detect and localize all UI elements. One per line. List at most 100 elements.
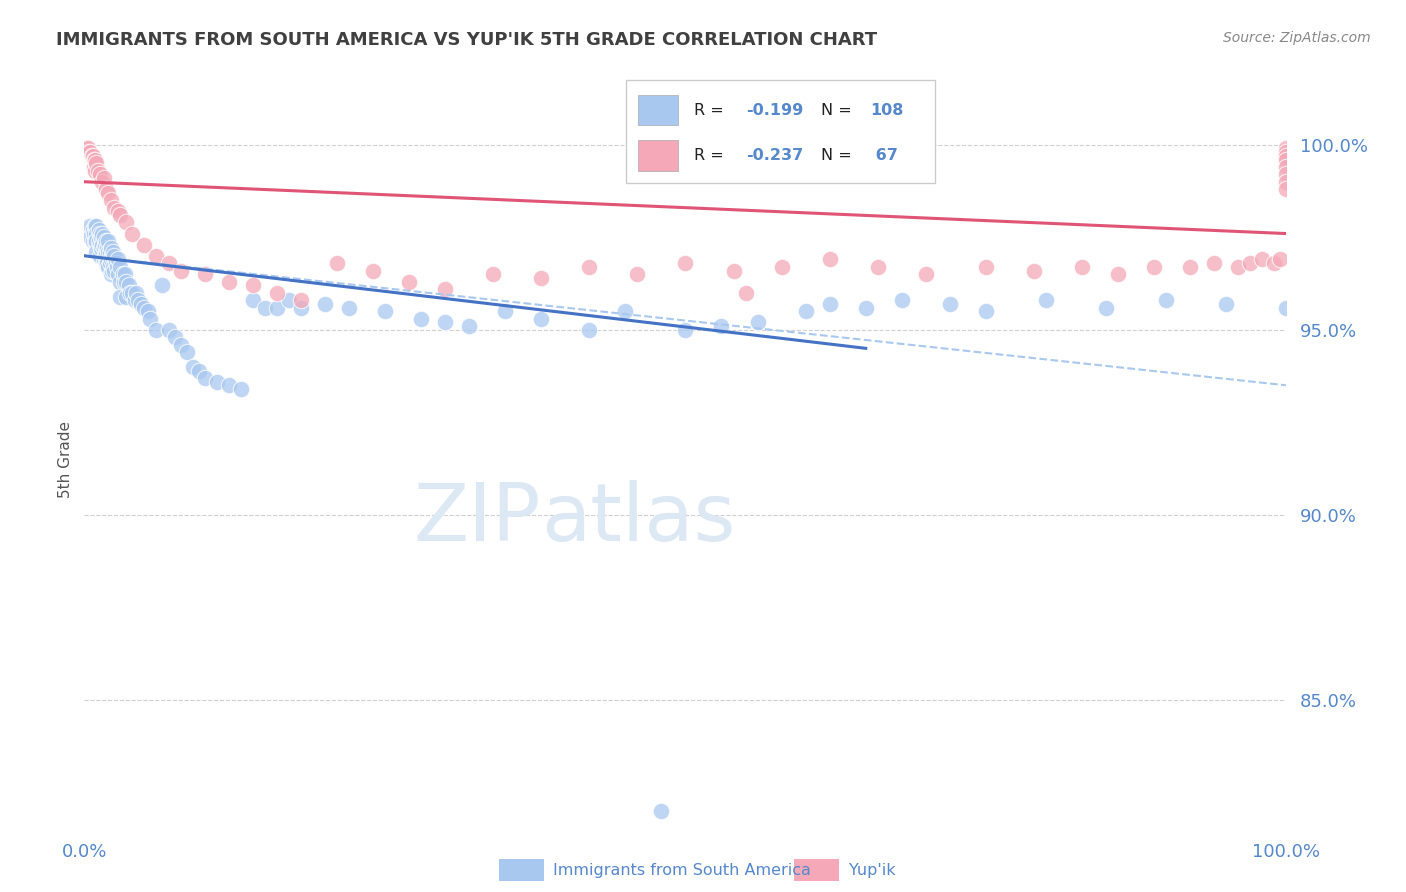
Point xyxy=(974,260,997,274)
Point xyxy=(855,301,877,315)
Point xyxy=(242,278,264,293)
Point xyxy=(112,275,135,289)
Point xyxy=(97,260,120,274)
Point xyxy=(337,301,360,315)
Point xyxy=(1263,256,1285,270)
Text: N =: N = xyxy=(821,148,856,162)
Point xyxy=(104,256,127,270)
FancyBboxPatch shape xyxy=(638,140,678,170)
Point xyxy=(770,260,793,274)
Point xyxy=(89,167,111,181)
Point xyxy=(94,249,117,263)
Point xyxy=(87,223,110,237)
Point xyxy=(105,260,128,274)
Point xyxy=(136,304,159,318)
Point xyxy=(205,375,228,389)
Point xyxy=(1251,252,1274,267)
Point xyxy=(1107,267,1129,281)
Point xyxy=(650,804,672,818)
Point xyxy=(91,227,114,241)
Point xyxy=(1275,301,1298,315)
Point xyxy=(103,260,125,274)
Point xyxy=(974,304,997,318)
Point xyxy=(121,285,143,300)
Text: N =: N = xyxy=(821,103,856,118)
Point xyxy=(134,237,156,252)
Point xyxy=(93,241,115,255)
Point xyxy=(93,252,115,267)
Point xyxy=(86,227,108,241)
Point xyxy=(110,275,132,289)
Point xyxy=(97,186,120,200)
Point xyxy=(1215,297,1237,311)
Point xyxy=(84,234,107,248)
Text: 67: 67 xyxy=(870,148,898,162)
Point xyxy=(89,249,111,263)
Point xyxy=(100,193,122,207)
Point xyxy=(1156,293,1178,308)
Point xyxy=(157,323,180,337)
Point xyxy=(114,267,136,281)
Point xyxy=(129,297,152,311)
Point xyxy=(101,249,124,263)
Point xyxy=(494,304,516,318)
Point xyxy=(115,275,138,289)
Point xyxy=(675,323,697,337)
Point xyxy=(86,245,108,260)
Point xyxy=(626,267,648,281)
Point xyxy=(1270,252,1292,267)
Point xyxy=(107,252,129,267)
Point xyxy=(1022,263,1045,277)
Point xyxy=(79,219,101,234)
Point xyxy=(139,311,162,326)
Point xyxy=(96,241,118,255)
Point xyxy=(578,260,600,274)
Point xyxy=(103,263,125,277)
Point xyxy=(125,285,148,300)
Point xyxy=(794,304,817,318)
Point xyxy=(1275,160,1298,174)
Point xyxy=(1227,260,1250,274)
Point xyxy=(84,153,107,167)
Point xyxy=(458,319,481,334)
Point xyxy=(84,163,107,178)
Point xyxy=(181,359,204,374)
Point xyxy=(118,278,141,293)
Point xyxy=(118,285,141,300)
Point xyxy=(100,252,122,267)
Point xyxy=(83,153,105,167)
Point xyxy=(290,301,312,315)
Point xyxy=(94,182,117,196)
Text: Yup'ik: Yup'ik xyxy=(849,863,896,878)
Point xyxy=(86,163,108,178)
Point xyxy=(734,285,756,300)
FancyBboxPatch shape xyxy=(626,80,935,183)
Point xyxy=(818,252,841,267)
Point xyxy=(152,278,174,293)
Point xyxy=(314,297,336,311)
Point xyxy=(145,249,167,263)
Text: 108: 108 xyxy=(870,103,904,118)
Text: -0.199: -0.199 xyxy=(747,103,804,118)
Point xyxy=(93,171,115,186)
Y-axis label: 5th Grade: 5th Grade xyxy=(58,421,73,498)
Point xyxy=(818,297,841,311)
Point xyxy=(530,311,553,326)
Text: IMMIGRANTS FROM SOUTH AMERICA VS YUP'IK 5TH GRADE CORRELATION CHART: IMMIGRANTS FROM SOUTH AMERICA VS YUP'IK … xyxy=(56,31,877,49)
Point xyxy=(1275,145,1298,160)
Point xyxy=(89,237,111,252)
Text: R =: R = xyxy=(693,103,728,118)
Point xyxy=(127,293,149,308)
Point xyxy=(83,227,105,241)
Point xyxy=(1143,260,1166,274)
Point xyxy=(86,156,108,170)
Point xyxy=(194,267,217,281)
Point xyxy=(111,267,134,281)
Text: Immigrants from South America: Immigrants from South America xyxy=(553,863,810,878)
Point xyxy=(82,223,104,237)
Point xyxy=(103,245,125,260)
Point xyxy=(253,301,276,315)
Point xyxy=(890,293,912,308)
Point xyxy=(110,289,132,303)
Point xyxy=(82,234,104,248)
